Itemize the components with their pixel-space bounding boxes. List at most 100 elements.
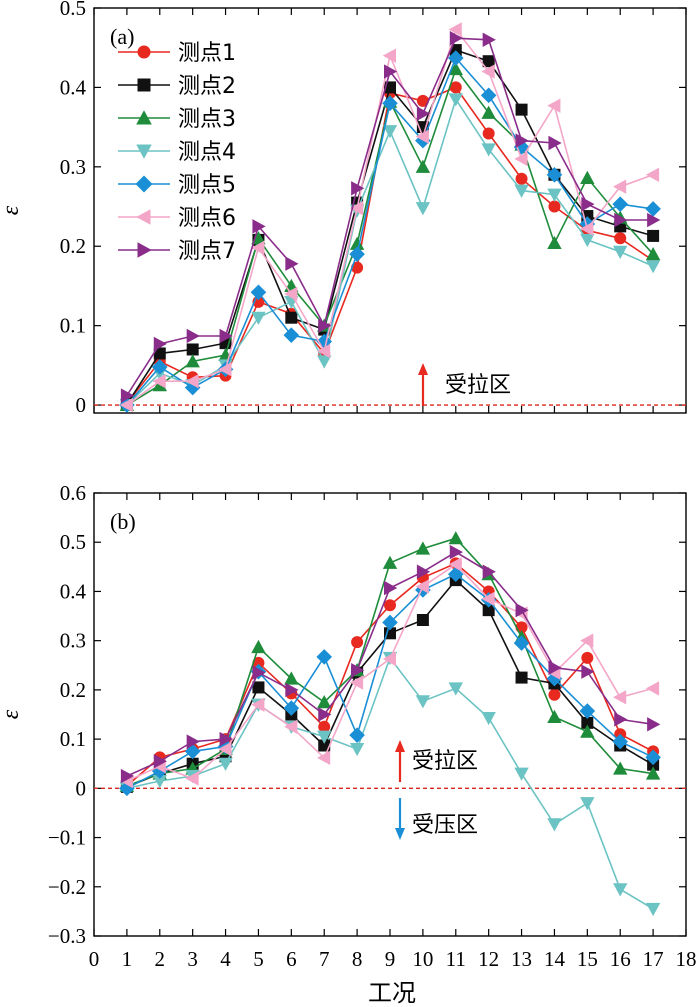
panel-label: (a) — [110, 24, 134, 49]
y-tick-label: 0.4 — [60, 579, 87, 603]
data-point — [645, 681, 660, 696]
data-point — [613, 245, 628, 259]
panel-b: −0.3 −0.2 −0.1 0 0.1 0.2 0.3 0.4 0.5 0.6 ε (b) 受拉区受压… — [0, 481, 687, 948]
data-point — [252, 665, 266, 680]
data-point — [185, 771, 199, 786]
data-point — [448, 22, 462, 37]
data-point — [351, 636, 364, 649]
panel-label: (b) — [110, 509, 136, 534]
y-tick-label: −0.2 — [48, 875, 86, 899]
data-point — [580, 633, 594, 648]
data-point — [513, 139, 530, 155]
data-point — [515, 103, 528, 116]
data-point — [153, 754, 167, 769]
y-axis-label: ε — [0, 205, 24, 215]
data-point — [546, 166, 563, 183]
data-point — [416, 94, 429, 107]
data-point — [351, 181, 365, 196]
data-point — [548, 688, 561, 701]
data-point — [415, 695, 431, 709]
data-point — [548, 200, 561, 213]
legend-entry: 测点1 — [178, 41, 236, 66]
y-tick-label: 0.1 — [60, 727, 86, 751]
legend-entry: 测点2 — [178, 74, 236, 99]
data-point — [645, 766, 661, 780]
data-point — [416, 564, 431, 579]
data-point — [645, 260, 661, 274]
data-point — [481, 105, 496, 119]
legend-entry: 测点4 — [178, 140, 236, 165]
data-point — [252, 656, 265, 669]
y-tick-label: 0 — [76, 776, 87, 800]
data-point — [382, 125, 398, 139]
data-point — [415, 579, 429, 594]
data-point — [382, 651, 396, 667]
data-point — [137, 78, 151, 92]
data-point — [136, 144, 152, 159]
data-point — [448, 93, 463, 107]
data-point — [581, 196, 595, 212]
data-point — [614, 712, 628, 727]
data-point — [580, 170, 595, 184]
data-point — [612, 196, 629, 212]
data-point — [448, 531, 463, 545]
data-point — [547, 235, 562, 250]
data-point — [614, 212, 628, 228]
data-point — [318, 318, 332, 333]
data-point — [581, 716, 594, 729]
data-point — [185, 354, 200, 368]
data-point — [316, 649, 333, 665]
data-point — [645, 902, 661, 917]
y-tick-label: 0.3 — [60, 155, 86, 179]
data-point — [120, 768, 135, 784]
legend-entry: 测点7 — [178, 239, 236, 264]
data-point — [151, 359, 168, 375]
data-point — [547, 98, 561, 113]
data-point — [349, 727, 365, 743]
x-tick-label: 2 — [155, 947, 166, 971]
x-tick-label: 17 — [643, 947, 664, 971]
data-point — [515, 671, 528, 684]
data-point — [415, 541, 431, 555]
data-point — [219, 731, 233, 747]
data-point — [185, 374, 199, 389]
data-point — [251, 639, 266, 654]
data-point — [285, 682, 299, 698]
data-point — [285, 256, 299, 271]
x-tick-label: 16 — [610, 947, 631, 971]
data-point — [482, 564, 496, 579]
series-4 — [119, 651, 661, 917]
data-point — [449, 81, 462, 94]
x-tick-label: 8 — [352, 947, 363, 971]
data-point — [614, 232, 627, 245]
x-tick-label: 1 — [122, 947, 133, 971]
data-point — [384, 580, 398, 596]
annotation-arrow-head — [418, 363, 428, 375]
x-axis-label: 工况 — [368, 979, 416, 1007]
data-point — [382, 95, 398, 112]
data-point — [251, 311, 266, 325]
data-point — [318, 707, 332, 722]
data-point — [136, 110, 152, 125]
series-5 — [119, 50, 661, 413]
data-point — [283, 327, 300, 343]
data-point — [152, 774, 167, 789]
data-point — [153, 336, 167, 352]
data-point — [548, 660, 562, 675]
data-point — [515, 172, 528, 185]
data-point — [186, 343, 199, 356]
x-axis: 0 1 2 3 4 5 6 7 8 9 10 11 12 13 14 15 16 17 18 — [89, 947, 697, 971]
data-point — [186, 734, 200, 749]
data-point — [481, 143, 496, 157]
data-point — [318, 739, 331, 752]
data-point — [613, 690, 627, 705]
data-point — [480, 87, 497, 104]
series-7 — [120, 544, 661, 784]
series-line — [126, 562, 654, 787]
annotation-label: 受拉区 — [445, 373, 511, 398]
data-point — [317, 694, 332, 709]
data-point — [120, 388, 135, 403]
annotation-arrow-head — [395, 828, 405, 840]
y-tick-label: 0.6 — [60, 481, 86, 505]
